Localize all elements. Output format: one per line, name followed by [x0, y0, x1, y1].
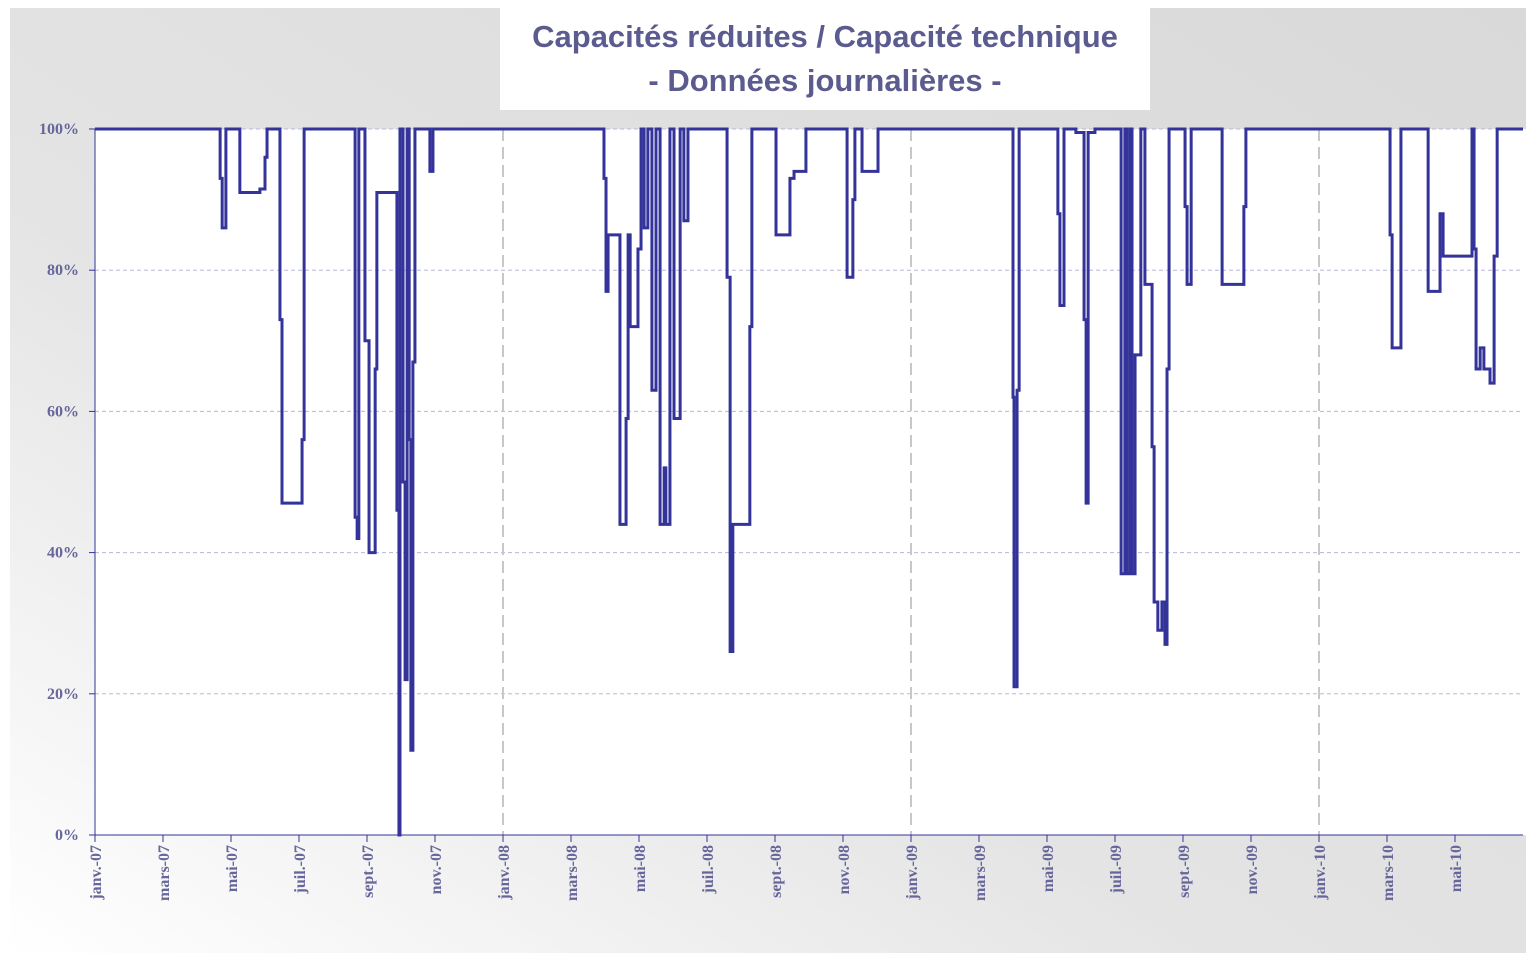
x-tick-label: janv.-08: [496, 845, 513, 901]
x-tick-label: mars-09: [972, 845, 989, 901]
x-tick-label: janv.-09: [904, 845, 921, 901]
x-tick-label: nov.-09: [1244, 845, 1261, 894]
y-tick-label: 40%: [47, 545, 79, 562]
plot-area: [95, 129, 1526, 835]
y-tick-label: 20%: [47, 686, 79, 703]
x-tick-label: sept.-07: [360, 845, 377, 898]
x-tick-label: mai-08: [632, 845, 649, 892]
x-tick-label: sept.-08: [768, 845, 785, 898]
x-tick-label: mai-07: [224, 845, 241, 892]
chart-subtitle: - Données journalières -: [648, 63, 1001, 98]
x-tick-label: nov.-07: [428, 845, 445, 894]
x-tick-label: juil.-07: [292, 845, 309, 894]
y-tick-label: 60%: [47, 403, 79, 420]
x-tick-label: janv.-07: [88, 845, 105, 901]
title-box: [500, 8, 1150, 110]
series-line: [95, 127, 1523, 837]
x-tick-label: juil.-08: [700, 845, 717, 894]
x-tick-label: juil.-09: [1108, 845, 1125, 894]
x-tick-label: sept.-09: [1176, 845, 1193, 898]
y-tick-label: 80%: [47, 262, 79, 279]
x-tick-label: mars-10: [1380, 845, 1397, 901]
x-tick-label: mai-10: [1448, 845, 1465, 892]
x-tick-label: mai-09: [1040, 845, 1057, 892]
y-tick-label: 100%: [39, 121, 79, 138]
x-tick-label: janv.-10: [1312, 845, 1329, 901]
y-tick-label: 0%: [55, 827, 79, 844]
x-tick-label: mars-07: [156, 845, 173, 901]
chart-title: Capacités réduites / Capacité technique: [532, 19, 1118, 54]
x-tick-label: mars-08: [564, 845, 581, 901]
x-tick-label: nov.-08: [836, 845, 853, 894]
